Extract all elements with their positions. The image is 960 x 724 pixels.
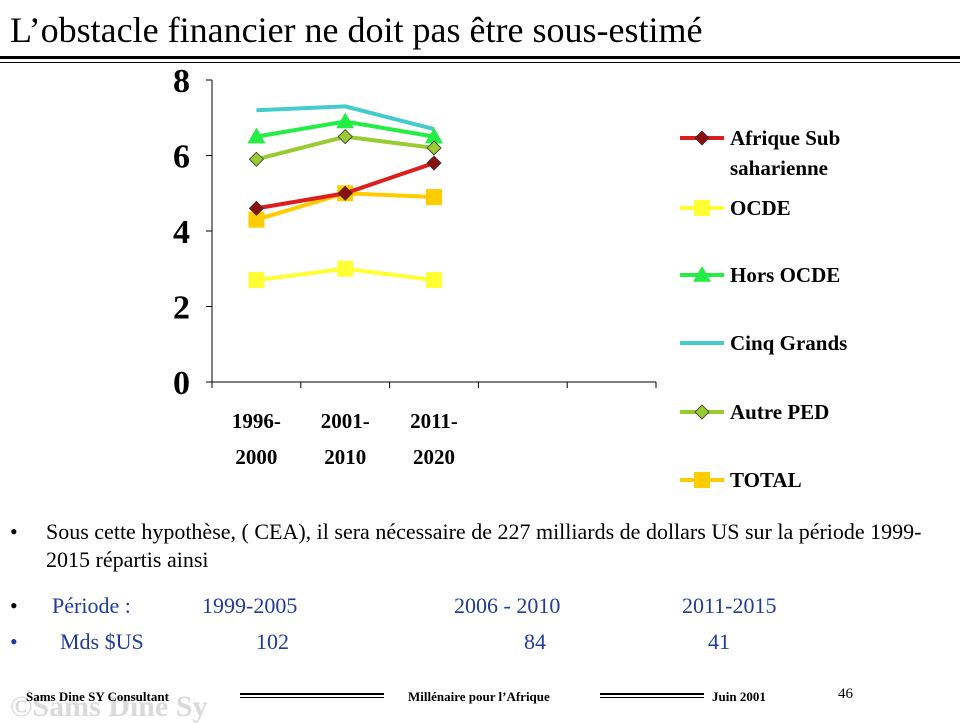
x-tick-label: 2011- bbox=[410, 409, 458, 433]
x-tick-label: 2020 bbox=[413, 445, 455, 469]
title-rule bbox=[0, 56, 960, 59]
footer-rule-left bbox=[240, 693, 384, 698]
data-point bbox=[337, 185, 353, 201]
data-point bbox=[426, 272, 442, 289]
data-point bbox=[694, 130, 710, 146]
x-tick-label: 2010 bbox=[324, 445, 366, 469]
amount-1: 102 bbox=[256, 629, 289, 654]
data-point bbox=[426, 155, 442, 171]
data-point bbox=[247, 127, 266, 144]
chart-axes: 0 2 4 6 8 1996- 2000 2001- 2010 2011- 2020 bbox=[173, 63, 657, 469]
line-chart: 0 2 4 6 8 1996- 2000 2001- 2010 2011- 2020 Afrique… bbox=[173, 63, 847, 492]
y-tick-label: 2 bbox=[173, 290, 190, 327]
slide-title: L’obstacle financier ne doit pas être so… bbox=[10, 10, 703, 50]
amount-3: 41 bbox=[708, 629, 730, 654]
series-line bbox=[256, 104, 435, 132]
period-3: 2011-2015 bbox=[682, 593, 777, 618]
data-point bbox=[694, 404, 710, 420]
footer-author: Sams Dine SY Consultant bbox=[26, 689, 169, 704]
data-point bbox=[248, 151, 264, 167]
x-tick-label: 1996- bbox=[232, 409, 281, 433]
data-point bbox=[694, 200, 710, 216]
data-point bbox=[248, 200, 264, 216]
data-point bbox=[425, 127, 443, 144]
page-number: 46 bbox=[838, 686, 853, 702]
slide-footer: ©Sams Dine Sy Sams Dine SY Consultant Mi… bbox=[0, 684, 960, 723]
data-point bbox=[337, 260, 354, 277]
footer-center: Millénaire pour l’Afrique bbox=[408, 689, 550, 704]
amount-2: 84 bbox=[524, 629, 546, 654]
data-point bbox=[426, 140, 442, 156]
data-point bbox=[248, 211, 265, 228]
y-tick-label: 0 bbox=[173, 365, 190, 402]
amount-row: • Mds $US 102 84 41 bbox=[10, 628, 955, 658]
data-point bbox=[248, 272, 265, 289]
data-point bbox=[693, 266, 711, 282]
period-2: 2006 - 2010 bbox=[454, 593, 561, 618]
data-point bbox=[694, 472, 710, 488]
title-rule-thin bbox=[0, 62, 960, 63]
bullet-dot: • bbox=[10, 519, 18, 544]
legend-label: saharienne bbox=[730, 156, 828, 180]
x-tick-label: 2000 bbox=[235, 445, 277, 469]
legend-label: Cinq Grands bbox=[730, 331, 847, 355]
period-1: 1999-2005 bbox=[202, 593, 298, 618]
y-tick-label: 8 bbox=[173, 63, 190, 100]
amount-label: Mds $US bbox=[60, 629, 144, 654]
legend-label: OCDE bbox=[730, 196, 791, 220]
footer-date: Juin 2001 bbox=[712, 689, 766, 704]
chart-legend: Afrique Sub saharienne OCDE Hors OCDE Cinq G… bbox=[680, 126, 847, 492]
legend-label: Autre PED bbox=[730, 400, 829, 424]
data-point bbox=[337, 129, 353, 145]
legend-label: TOTAL bbox=[730, 468, 802, 492]
y-tick-label: 4 bbox=[173, 214, 190, 251]
data-point bbox=[426, 189, 442, 206]
period-label: Période : bbox=[52, 593, 131, 618]
bullet-section: • Sous cette hypothèse, ( CEA), il sera … bbox=[10, 518, 955, 654]
bullet-dot: • bbox=[10, 629, 18, 654]
bullet-text: Sous cette hypothèse, ( CEA), il sera né… bbox=[46, 519, 922, 572]
period-row: • Période : 1999-2005 2006 - 2010 2011-2… bbox=[10, 592, 955, 622]
footer-rule-right bbox=[600, 693, 704, 698]
x-tick-label: 2001- bbox=[321, 409, 370, 433]
data-point bbox=[336, 112, 355, 129]
legend-label: Afrique Sub bbox=[730, 126, 840, 150]
chart-lines bbox=[247, 104, 443, 289]
y-tick-label: 6 bbox=[173, 139, 190, 176]
legend-label: Hors OCDE bbox=[730, 263, 840, 287]
bullet-text-row: • Sous cette hypothèse, ( CEA), il sera … bbox=[10, 518, 955, 574]
bullet-dot: • bbox=[10, 593, 18, 618]
